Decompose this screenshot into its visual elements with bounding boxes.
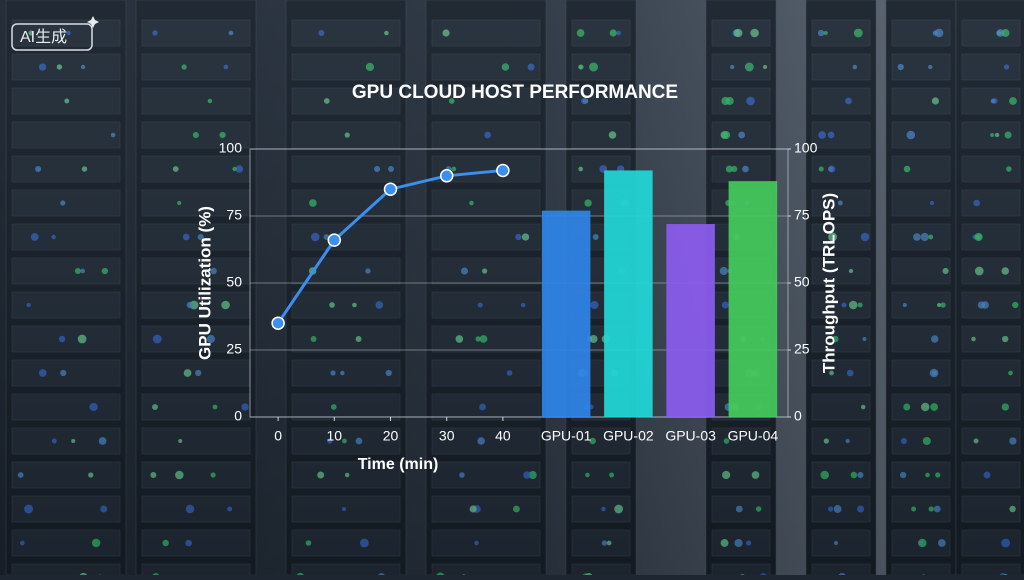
data-point — [497, 164, 509, 176]
x-tick-label: 40 — [495, 428, 511, 444]
data-point — [328, 234, 340, 246]
y2-tick-label: 0 — [794, 408, 802, 424]
badge-text: AI生成 — [20, 28, 67, 46]
y-tick-label: 0 — [234, 408, 242, 424]
y-axis-label: GPU Utilization (%) — [195, 206, 214, 360]
data-point — [272, 317, 284, 329]
data-point — [441, 170, 453, 182]
y2-axis-label: Throughput (TRLOPS) — [819, 193, 838, 373]
y2-tick-label: 50 — [794, 274, 810, 290]
x-tick-label: 10 — [327, 428, 343, 444]
bar — [542, 211, 591, 417]
y2-tick-label: 75 — [794, 207, 810, 223]
y-tick-label: 50 — [226, 274, 242, 290]
y-tick-label: 25 — [226, 341, 242, 357]
x-tick-label: 20 — [383, 428, 399, 444]
x-tick-label: GPU-01 — [541, 428, 592, 444]
x-tick-label: GPU-04 — [728, 428, 779, 444]
bar — [729, 181, 778, 417]
x-tick-label: GPU-03 — [665, 428, 716, 444]
chart-title: GPU CLOUD HOST PERFORMANCE — [352, 82, 678, 103]
y-tick-label: 75 — [226, 207, 242, 223]
x-tick-label: GPU-02 — [603, 428, 654, 444]
y2-tick-label: 25 — [794, 341, 810, 357]
y-tick-label: 100 — [219, 140, 243, 156]
x-axis-label: Time (min) — [358, 456, 439, 473]
bar — [604, 170, 653, 417]
y2-tick-label: 100 — [794, 140, 818, 156]
x-tick-label: 0 — [274, 428, 282, 444]
bar — [666, 224, 715, 417]
data-point — [385, 183, 397, 195]
x-tick-label: 30 — [439, 428, 455, 444]
